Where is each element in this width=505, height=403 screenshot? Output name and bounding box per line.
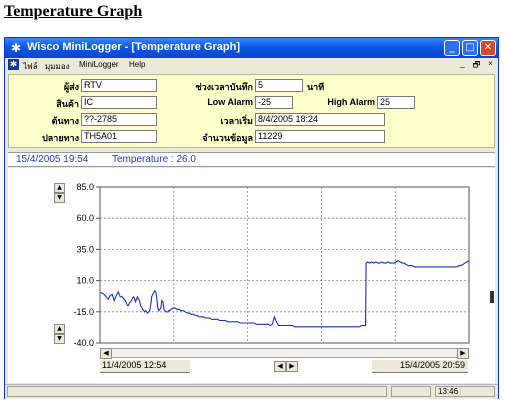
menu-file[interactable]: ไฟล์ (23, 62, 38, 71)
y-tick-label: 10.0 (76, 276, 94, 286)
destination-field[interactable]: TH5A01 (81, 130, 157, 143)
origin-field[interactable]: ??-2785 (81, 113, 157, 126)
menu-help[interactable]: Help (129, 60, 146, 69)
y-tick-label: 85.0 (76, 182, 94, 192)
interval-label: ช่วงเวลาบันทึก (195, 82, 253, 92)
temperature-chart[interactable]: 85.0 60.0 35.0 10.0 -15.0 -40.0 (8, 168, 495, 383)
scroll-right-button[interactable]: ▶ (457, 348, 469, 359)
title-bar[interactable]: ✱ Wisco MiniLogger - [Temperature Graph]… (5, 38, 498, 58)
app-logo-icon: ✱ (10, 41, 22, 55)
app-window: ✱ Wisco MiniLogger - [Temperature Graph]… (4, 37, 499, 399)
page-title: Temperature Graph (4, 3, 143, 20)
status-pane-extra (391, 386, 431, 397)
origin-label: ต้นทาง (51, 116, 79, 126)
readout-datetime: 15/4/2005 19:54 (16, 154, 89, 165)
low-alarm-field[interactable]: -25 (255, 96, 293, 109)
status-clock: 13:46 (438, 387, 459, 396)
close-icon: ✕ (483, 42, 493, 53)
scroll-left-button[interactable]: ◀ (100, 348, 112, 359)
minimize-icon: _ (449, 42, 455, 53)
pan-right-button[interactable]: ▶ (286, 361, 298, 372)
start-time-label: เวลาเริ่ม (220, 116, 253, 126)
chart-area: ▲ ▼ ▲ ▼ 85.0 60.0 35.0 10.0 -15.0 -40.0 ◀ ▶ 1… (8, 168, 495, 383)
mdi-close-button[interactable]: × (488, 59, 493, 68)
status-pane-main (7, 386, 387, 397)
sender-field[interactable]: RTV (81, 79, 157, 92)
menu-minilogger[interactable]: MiniLogger (79, 60, 119, 69)
high-alarm-field[interactable]: 25 (377, 96, 415, 109)
cursor-readout: 15/4/2005 19:54 Temperature : 26.0 (8, 152, 495, 167)
readout-temperature: Temperature : 26.0 (112, 154, 196, 165)
y-max-up-button[interactable]: ▲ (54, 183, 65, 193)
resize-grip[interactable] (490, 291, 494, 303)
arrow-left-icon: ◀ (277, 362, 283, 370)
y-min-up-button[interactable]: ▲ (54, 324, 65, 334)
close-button[interactable]: ✕ (480, 40, 496, 56)
y-tick-label: -15.0 (73, 307, 94, 317)
menu-view[interactable]: มุมมอง (45, 62, 70, 71)
arrow-up-icon: ▲ (57, 184, 62, 191)
arrow-down-icon: ▼ (57, 194, 62, 201)
window-title: Wisco MiniLogger - [Temperature Graph] (27, 41, 240, 53)
y-max-down-button[interactable]: ▼ (54, 193, 65, 203)
range-start-field[interactable]: 11/4/2005 12:54 (100, 360, 190, 373)
maximize-icon: □ (465, 42, 475, 53)
maximize-button[interactable]: □ (462, 40, 478, 56)
temperature-series-line (99, 259, 470, 328)
interval-field[interactable]: 5 (255, 79, 303, 92)
range-end-field[interactable]: 15/4/2005 20:59 (372, 360, 468, 373)
arrow-right-icon: ▶ (289, 362, 295, 370)
arrow-up-icon: ▲ (57, 325, 62, 332)
minimize-button[interactable]: _ (444, 40, 460, 56)
high-alarm-label: High Alarm (327, 97, 375, 107)
menu-bar: ✱ ไฟล์ มุมมอง MiniLogger Help _ 🗗 × (5, 58, 498, 72)
pan-left-button[interactable]: ◀ (274, 361, 286, 372)
record-count-field[interactable]: 11229 (255, 130, 385, 143)
y-tick-label: 60.0 (76, 213, 94, 223)
document-icon[interactable]: ✱ (8, 59, 19, 70)
mdi-restore-button[interactable]: 🗗 (472, 60, 481, 69)
status-bar: 13:46 (5, 384, 498, 399)
sender-label: ผู้ส่ง (63, 82, 79, 92)
interval-unit: นาที (307, 82, 325, 92)
plot-frame (99, 186, 470, 344)
start-time-field[interactable]: 8/4/2005 18:24 (255, 113, 385, 126)
arrow-left-icon: ◀ (103, 349, 109, 357)
mdi-minimize-button[interactable]: _ (460, 59, 465, 68)
destination-label: ปลายทาง (42, 133, 79, 143)
arrow-right-icon: ▶ (460, 349, 466, 357)
time-scrollbar[interactable]: ◀ ▶ (100, 348, 469, 359)
status-pane-clock (435, 386, 495, 397)
product-field[interactable]: IC (81, 96, 157, 109)
low-alarm-label: Low Alarm (207, 97, 253, 107)
arrow-down-icon: ▼ (57, 335, 62, 342)
product-label: สินค้า (56, 99, 79, 109)
y-tick-label: -40.0 (73, 338, 94, 348)
record-count-label: จำนวนข้อมูล (202, 133, 253, 143)
y-tick-label: 35.0 (76, 244, 94, 254)
y-min-down-button[interactable]: ▼ (54, 334, 65, 344)
logger-info-panel: ผู้ส่ง RTV สินค้า IC ต้นทาง ??-2785 ปลาย… (8, 74, 495, 148)
